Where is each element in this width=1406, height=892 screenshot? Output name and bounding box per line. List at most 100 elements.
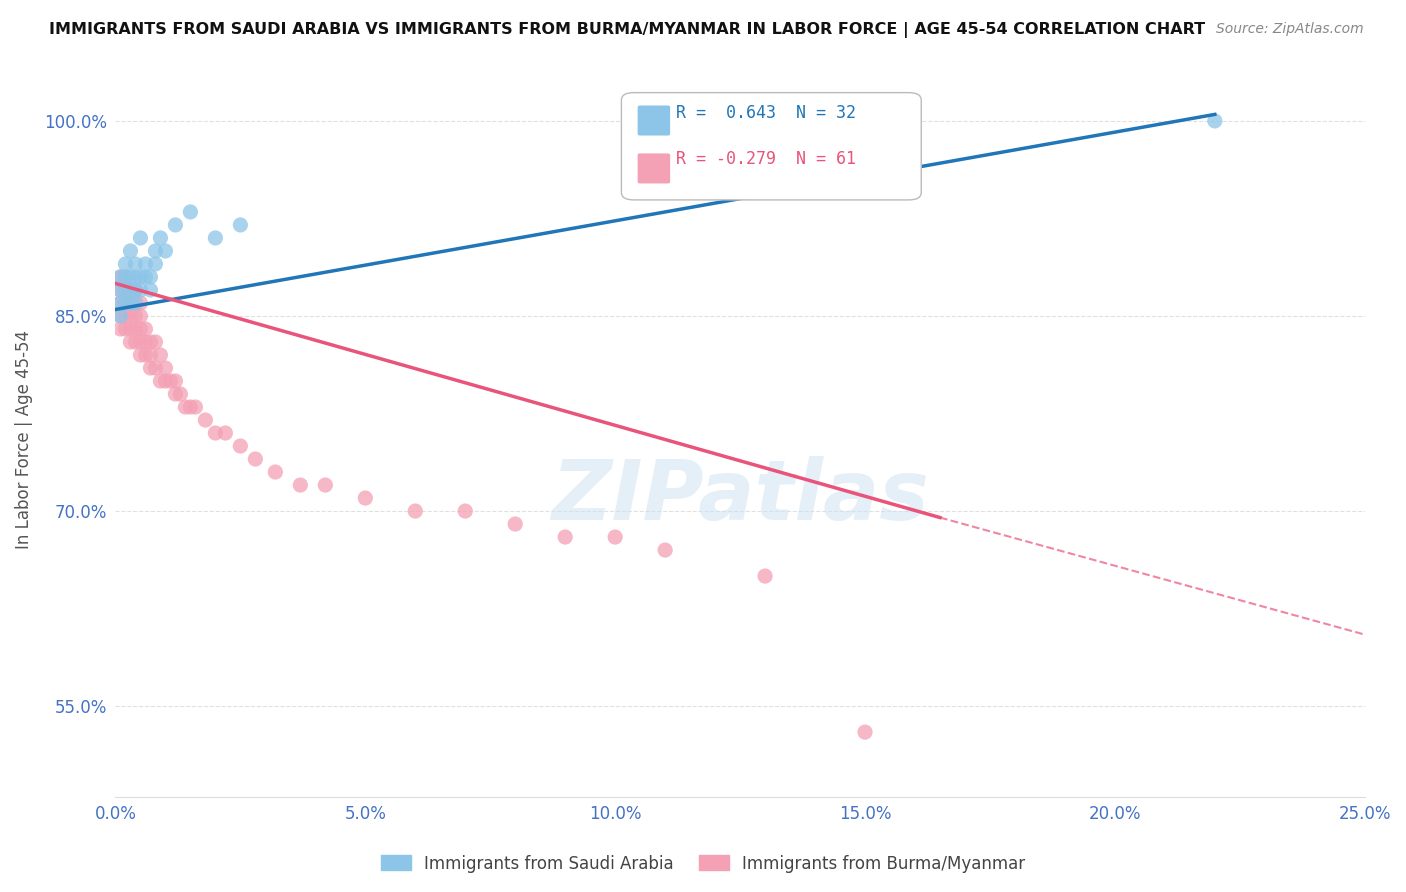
Point [139, 283, 162, 297]
Point [129, 270, 152, 285]
Point [114, 283, 136, 297]
Point [110, 309, 132, 323]
FancyBboxPatch shape [638, 105, 671, 136]
Point [120, 270, 142, 285]
Point [114, 296, 136, 310]
Point [124, 296, 146, 310]
Point [354, 491, 377, 505]
Point [120, 283, 142, 297]
Point [110, 322, 132, 336]
Point [114, 296, 136, 310]
Point [120, 244, 142, 258]
Point [124, 322, 146, 336]
Point [134, 270, 156, 285]
Point [124, 309, 146, 323]
Text: Source: ZipAtlas.com: Source: ZipAtlas.com [1216, 22, 1364, 37]
Point [169, 387, 191, 401]
Point [503, 517, 526, 532]
Point [149, 374, 172, 388]
Point [155, 374, 177, 388]
Point [114, 322, 136, 336]
Point [114, 309, 136, 323]
Point [110, 270, 132, 285]
Point [145, 244, 167, 258]
Point [114, 283, 136, 297]
Point [110, 296, 132, 310]
Point [114, 270, 136, 285]
Point [139, 348, 162, 362]
Point [654, 543, 676, 558]
Point [124, 283, 146, 297]
Point [110, 270, 132, 285]
Point [129, 334, 152, 349]
Point [145, 361, 167, 376]
Point [754, 569, 776, 583]
Point [853, 725, 876, 739]
Point [114, 270, 136, 285]
Point [120, 296, 142, 310]
Point [155, 244, 177, 258]
Point [214, 425, 236, 440]
Point [145, 257, 167, 271]
Point [554, 530, 576, 544]
Text: R = -0.279  N = 61: R = -0.279 N = 61 [676, 150, 856, 169]
Point [124, 257, 146, 271]
FancyBboxPatch shape [621, 93, 921, 200]
Point [290, 478, 312, 492]
Point [134, 334, 156, 349]
Point [129, 309, 152, 323]
Point [165, 387, 187, 401]
Point [110, 283, 132, 297]
Point [129, 231, 152, 245]
Point [139, 361, 162, 376]
Point [129, 296, 152, 310]
Point [229, 218, 252, 232]
Point [264, 465, 287, 479]
Point [139, 270, 162, 285]
Point [129, 348, 152, 362]
Text: IMMIGRANTS FROM SAUDI ARABIA VS IMMIGRANTS FROM BURMA/MYANMAR IN LABOR FORCE | A: IMMIGRANTS FROM SAUDI ARABIA VS IMMIGRAN… [49, 22, 1205, 38]
Point [120, 283, 142, 297]
Point [314, 478, 336, 492]
Point [184, 400, 207, 414]
Point [149, 348, 172, 362]
Text: ZIPatlas: ZIPatlas [551, 456, 929, 537]
Point [129, 322, 152, 336]
Point [204, 425, 226, 440]
Point [120, 322, 142, 336]
Point [194, 413, 217, 427]
Point [120, 309, 142, 323]
Point [120, 296, 142, 310]
Point [114, 257, 136, 271]
Point [110, 309, 132, 323]
Point [229, 439, 252, 453]
Point [165, 218, 187, 232]
Point [124, 334, 146, 349]
Point [139, 334, 162, 349]
Point [1204, 114, 1226, 128]
Point [129, 283, 152, 297]
Point [204, 231, 226, 245]
Point [174, 400, 197, 414]
Point [134, 257, 156, 271]
Point [124, 283, 146, 297]
Point [134, 322, 156, 336]
Point [124, 270, 146, 285]
Point [124, 296, 146, 310]
Point [179, 400, 201, 414]
Point [110, 296, 132, 310]
Point [404, 504, 426, 518]
Point [155, 361, 177, 376]
Point [165, 374, 187, 388]
Point [179, 205, 201, 219]
Point [159, 374, 181, 388]
Y-axis label: In Labor Force | Age 45-54: In Labor Force | Age 45-54 [15, 330, 32, 549]
Point [110, 283, 132, 297]
Point [245, 452, 267, 467]
Point [149, 231, 172, 245]
Point [120, 334, 142, 349]
Point [454, 504, 477, 518]
Point [134, 348, 156, 362]
FancyBboxPatch shape [638, 153, 671, 184]
Point [145, 334, 167, 349]
